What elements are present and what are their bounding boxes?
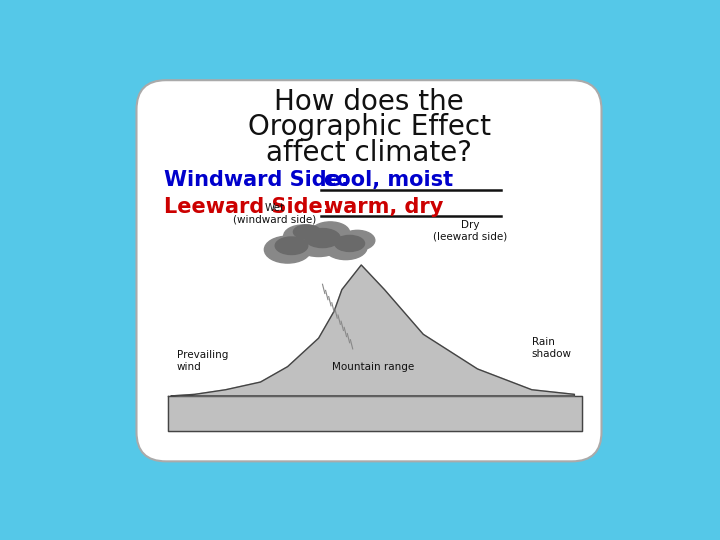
Ellipse shape: [311, 222, 350, 244]
Text: Windward Side:: Windward Side:: [163, 170, 349, 190]
Ellipse shape: [340, 231, 375, 251]
Text: affect climate?: affect climate?: [266, 139, 472, 167]
Text: Orographic Effect: Orographic Effect: [248, 113, 490, 141]
Polygon shape: [168, 396, 582, 430]
Ellipse shape: [275, 237, 307, 254]
Text: Prevailing
wind: Prevailing wind: [177, 350, 228, 372]
Text: Leeward Side:: Leeward Side:: [163, 197, 330, 217]
FancyArrowPatch shape: [174, 284, 295, 336]
Text: Mountain range: Mountain range: [332, 362, 414, 372]
Ellipse shape: [278, 233, 312, 253]
Ellipse shape: [284, 225, 323, 247]
FancyBboxPatch shape: [137, 80, 601, 461]
Ellipse shape: [305, 228, 340, 247]
FancyArrowPatch shape: [377, 256, 444, 317]
Ellipse shape: [294, 225, 320, 239]
Ellipse shape: [294, 227, 344, 256]
Ellipse shape: [335, 235, 364, 252]
Ellipse shape: [325, 235, 367, 260]
FancyArrowPatch shape: [415, 281, 498, 348]
Ellipse shape: [264, 236, 311, 263]
FancyArrowPatch shape: [174, 298, 295, 350]
Text: Dry
(leeward side): Dry (leeward side): [433, 220, 507, 242]
Text: warm, dry: warm, dry: [324, 197, 444, 217]
Polygon shape: [171, 265, 575, 396]
Text: How does the: How does the: [274, 88, 464, 116]
Text: cool, moist: cool, moist: [324, 170, 453, 190]
Text: Wet
(windward side): Wet (windward side): [233, 204, 316, 225]
Text: Rain
shadow: Rain shadow: [532, 338, 572, 359]
